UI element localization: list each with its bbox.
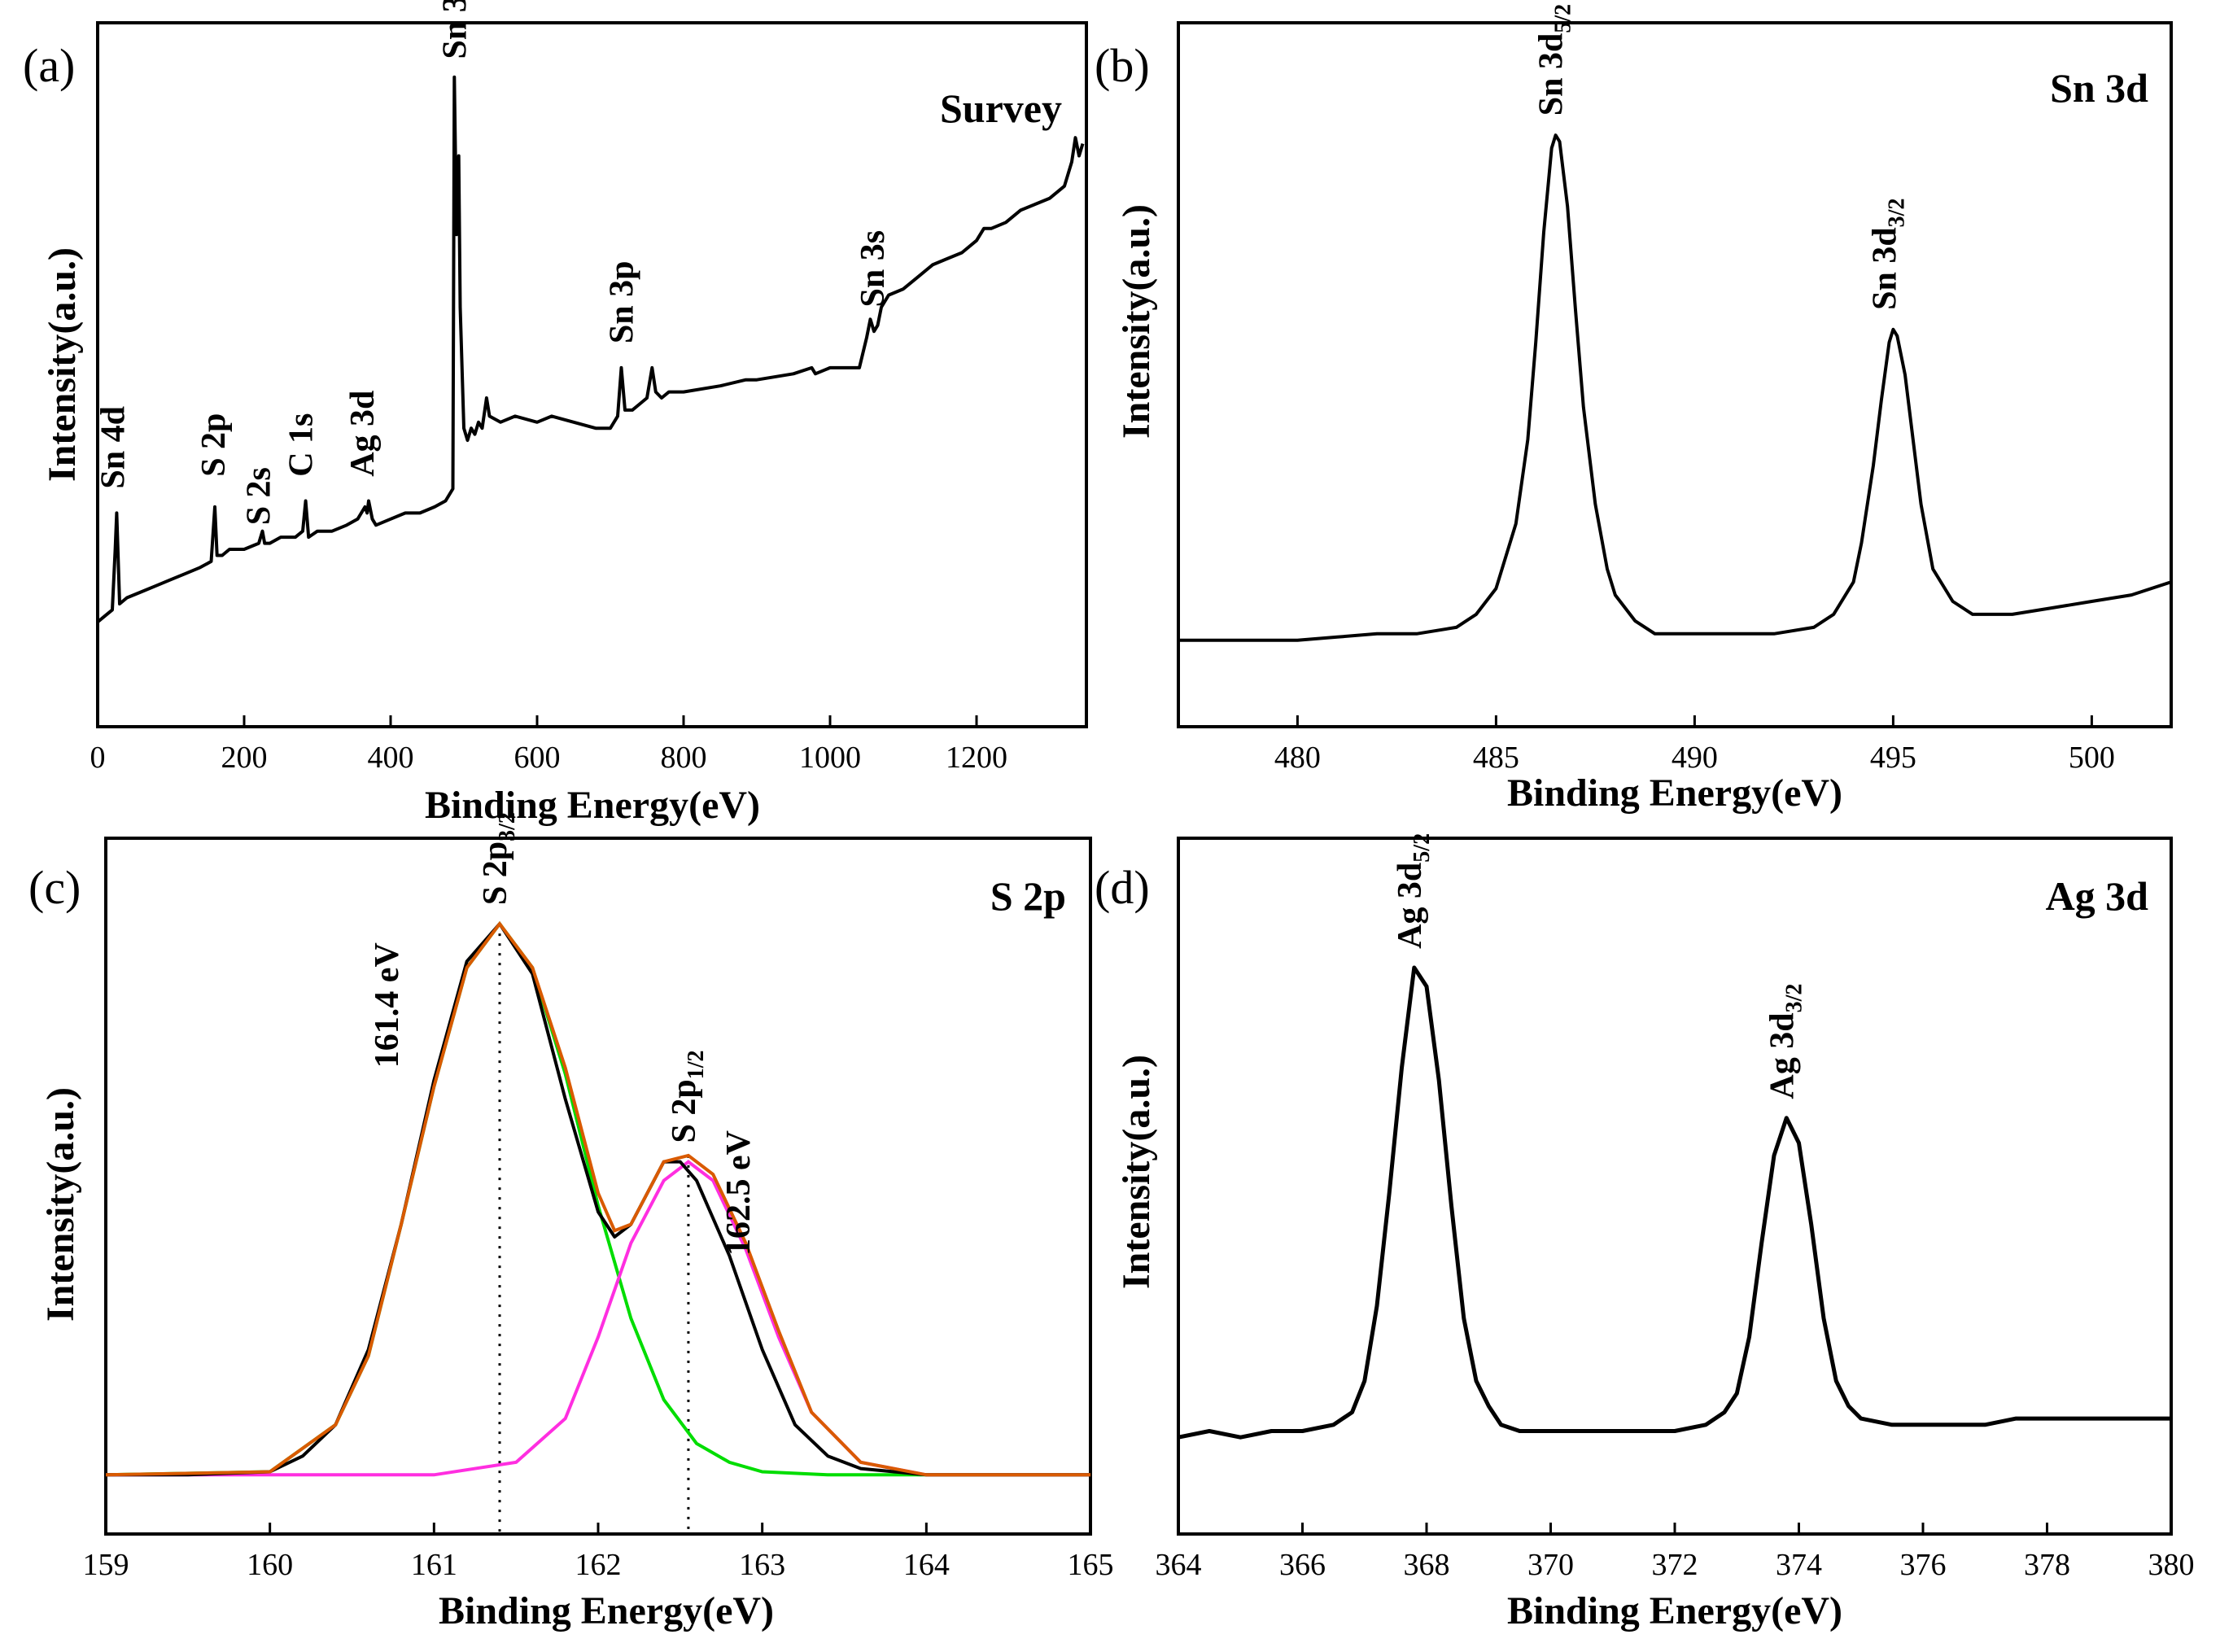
panel-d-peak-label: Ag 3d5/2 [1392,833,1435,949]
panel-d-x-axis-title: Binding Energy(eV) [1507,1589,1842,1632]
panel-a-peak-label: Ag 3d [344,391,382,477]
panel-b-annotations: Sn 3d5/2 Sn 3d3/2 [1533,4,1910,310]
panel-a: (a) Survey Binding Energy(eV) Intensity(… [23,0,1088,827]
panel-d-annotations: Ag 3d5/2 Ag 3d3/2 [1392,833,1807,1099]
panel-b-plot-frame [1177,21,2173,728]
panel-c-x-axis-title: Binding Energy(eV) [439,1589,774,1632]
panel-a-annotations: Sn 4d S 2pS 2sC 1s Ag 3d Sn 3d Sn 3p Sn 3s [95,0,893,525]
panel-d: (d) Ag 3d Binding Energy(eV) Intensity(a… [1095,833,2195,1632]
panel-d-x-tick-label: 380 [2148,1548,2195,1582]
panel-c-x-tick-label: 159 [83,1548,129,1582]
panel-c-peak-label: 162.5 eV [720,1130,758,1256]
panel-b-peak-label: Sn 3d5/2 [1533,4,1576,116]
panel-b-x-tick-label: 480 [1274,741,1321,775]
panel-a-peak-label: Sn 3p [604,261,641,344]
panel-d-title: Ag 3d [2046,873,2149,919]
panel-b-y-axis-title: Intensity(a.u.) [1115,204,1158,439]
panel-b-x-tick-label: 490 [1672,741,1718,775]
panel-c-peak-label: S 2p1/2 [666,1051,709,1143]
panel-a-series [96,75,1085,623]
panel-b-title: Sn 3d [2050,65,2148,111]
panel-d-x-tick-label: 368 [1404,1548,1450,1582]
panel-a-y-axis-title: Intensity(a.u.) [41,247,84,482]
panel-b-x-tick-label: 495 [1870,741,1916,775]
panel-d-x-tick-label: 364 [1156,1548,1202,1582]
panel-d-peak-label: Ag 3d3/2 [1763,984,1807,1099]
panel-c: (c) S 2p Binding Energy(eV) Intensity(a.… [28,812,1114,1632]
panel-a-peak-label: S 2p [195,413,233,477]
panel-b-raw-line [1178,133,2172,642]
panel-c-x-ticks: 159 160 161 162 163 164 165 [83,1523,1114,1582]
panel-b-x-tick-label: 485 [1473,741,1519,775]
panel-b-series [1178,133,2172,642]
panel-a-x-ticks: 0 200 400 600 800 1000 1200 [90,715,1007,775]
panel-d-y-axis-title: Intensity(a.u.) [1115,1055,1158,1289]
panel-d-x-ticks: 364 366 368 370 372 374 376 378 380 [1156,1523,2195,1582]
panel-c-title: S 2p [990,873,1066,919]
panel-c-guides [498,924,690,1534]
panel-c-x-tick-label: 163 [739,1548,785,1582]
panel-a-x-tick-label: 1000 [799,741,861,775]
panel-a-raw-line [96,75,1085,623]
panel-a-letter: (a) [23,39,75,92]
panel-a-peak-label: Sn 3s [854,230,892,308]
panel-c-annotations: 161.4 eV S 2p3/2 S 2p1/2 162.5 eV [369,812,758,1256]
panel-c-y-axis-title: Intensity(a.u.) [39,1087,82,1322]
panel-a-plot-frame [96,21,1088,728]
panel-a-x-axis-title: Binding Energy(eV) [425,784,760,827]
panel-c-component1-line [105,920,1090,1477]
panel-c-x-tick-label: 161 [411,1548,457,1582]
panel-c-x-tick-label: 164 [903,1548,950,1582]
panel-c-envelope-line [105,920,1090,1477]
panel-b-x-ticks: 480 485 490 495 500 [1274,715,2115,775]
panel-b-x-tick-label: 500 [2069,741,2115,775]
panel-a-peak-label: Sn 3d [436,0,474,59]
panel-b-peak-label: Sn 3d3/2 [1867,199,1910,310]
panel-a-x-tick-label: 800 [661,741,707,775]
panel-d-series [1178,965,2171,1440]
panel-b-x-axis-title: Binding Energy(eV) [1507,771,1842,815]
panel-a-x-tick-label: 400 [368,741,414,775]
panel-c-x-tick-label: 162 [575,1548,622,1582]
panel-d-x-tick-label: 378 [2024,1548,2070,1582]
panel-d-raw-line [1178,965,2171,1440]
panel-c-letter: (c) [28,861,81,914]
panel-c-series [105,920,1090,1477]
panel-d-x-tick-label: 370 [1527,1548,1574,1582]
panel-c-x-tick-label: 160 [247,1548,293,1582]
panel-a-x-tick-label: 200 [221,741,268,775]
panel-b-letter: (b) [1095,39,1150,92]
panel-a-peak-label: S 2s [240,467,278,525]
panel-c-peak-label: 161.4 eV [369,942,406,1068]
panel-d-x-tick-label: 376 [1900,1548,1947,1582]
panel-a-x-tick-label: 1200 [946,741,1007,775]
panel-a-x-tick-label: 600 [514,741,561,775]
panel-d-letter: (d) [1095,861,1150,914]
panel-d-x-tick-label: 374 [1776,1548,1822,1582]
panel-a-peak-label: C 1s [283,413,321,477]
panel-a-x-tick-label: 0 [90,741,106,775]
panel-c-peak-label: S 2p3/2 [477,812,520,905]
panel-a-title: Survey [940,85,1062,131]
panel-a-peak-label: Sn 4d [95,406,133,489]
panel-c-plot-frame [104,837,1092,1536]
panel-b: (b) Sn 3d Binding Energy(eV) Intensity(a… [1095,4,2173,815]
panel-d-x-tick-label: 372 [1652,1548,1698,1582]
panel-c-x-tick-label: 165 [1068,1548,1114,1582]
panel-d-x-tick-label: 366 [1279,1548,1326,1582]
